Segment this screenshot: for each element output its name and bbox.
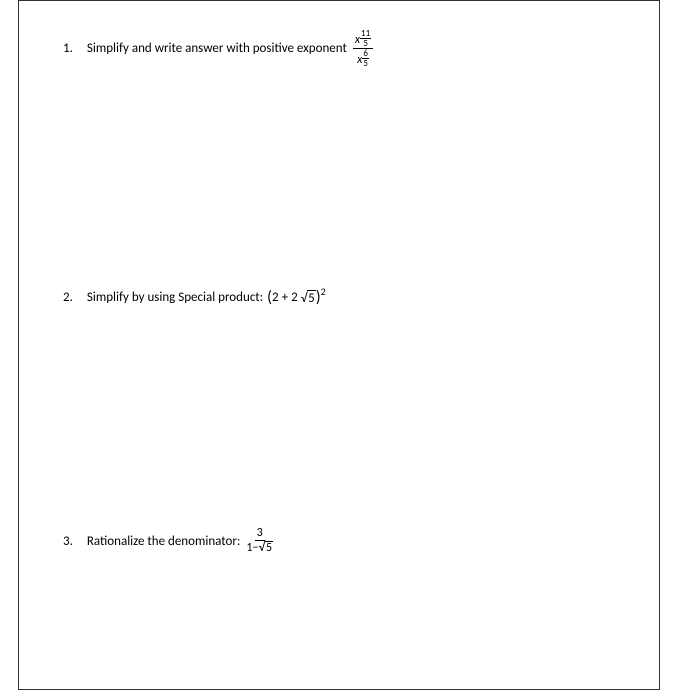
exp-den: 5 [362,39,369,48]
question-number: 3. [63,534,73,549]
fraction-denominator: 1−5 [244,541,275,555]
power-term: x 11 5 [355,29,371,48]
math-expression: 3 1−5 [244,527,275,555]
square-root: 5 [301,290,316,306]
operator: + [282,290,288,305]
question-number: 1. [63,41,73,56]
question-3: 3. Rationalize the denominator: 3 1−5 [63,527,615,555]
power-term: x 6 5 [357,49,369,68]
coefficient: 2 [291,290,298,305]
math-expression: x 11 5 x 6 5 [353,29,373,68]
radicand: 5 [265,541,273,555]
square-root: 5 [258,541,273,555]
outer-exponent: 2 [321,285,326,298]
question-text: Rationalize the denominator: 3 1−5 [87,527,275,555]
question-text: Simplify and write answer with positive … [87,29,373,68]
fraction-denominator: x 6 5 [355,49,371,68]
fraction-numerator: x 11 5 [353,29,373,49]
question-number: 2. [63,290,73,305]
fraction-numerator: 3 [255,527,265,541]
exp-den: 5 [362,59,369,68]
math-expression: ( 2 + 2 5 ) 2 [267,288,326,307]
exponent-fraction: 6 5 [362,49,369,68]
fraction: 3 1−5 [244,527,275,555]
question-prompt: Simplify by using Special product: [87,290,263,305]
question-text: Simplify by using Special product: ( 2 +… [87,288,326,307]
exponent-fraction: 11 5 [360,29,371,48]
outer-fraction: x 11 5 x 6 5 [353,29,373,68]
page-frame: 1. Simplify and write answer with positi… [18,0,660,690]
question-prompt: Simplify and write answer with positive … [87,41,347,56]
radicand: 5 [307,290,316,306]
question-prompt: Rationalize the denominator: [87,534,241,549]
question-1: 1. Simplify and write answer with positi… [63,29,615,68]
term-left: 2 [272,290,279,305]
question-2: 2. Simplify by using Special product: ( … [63,288,615,307]
